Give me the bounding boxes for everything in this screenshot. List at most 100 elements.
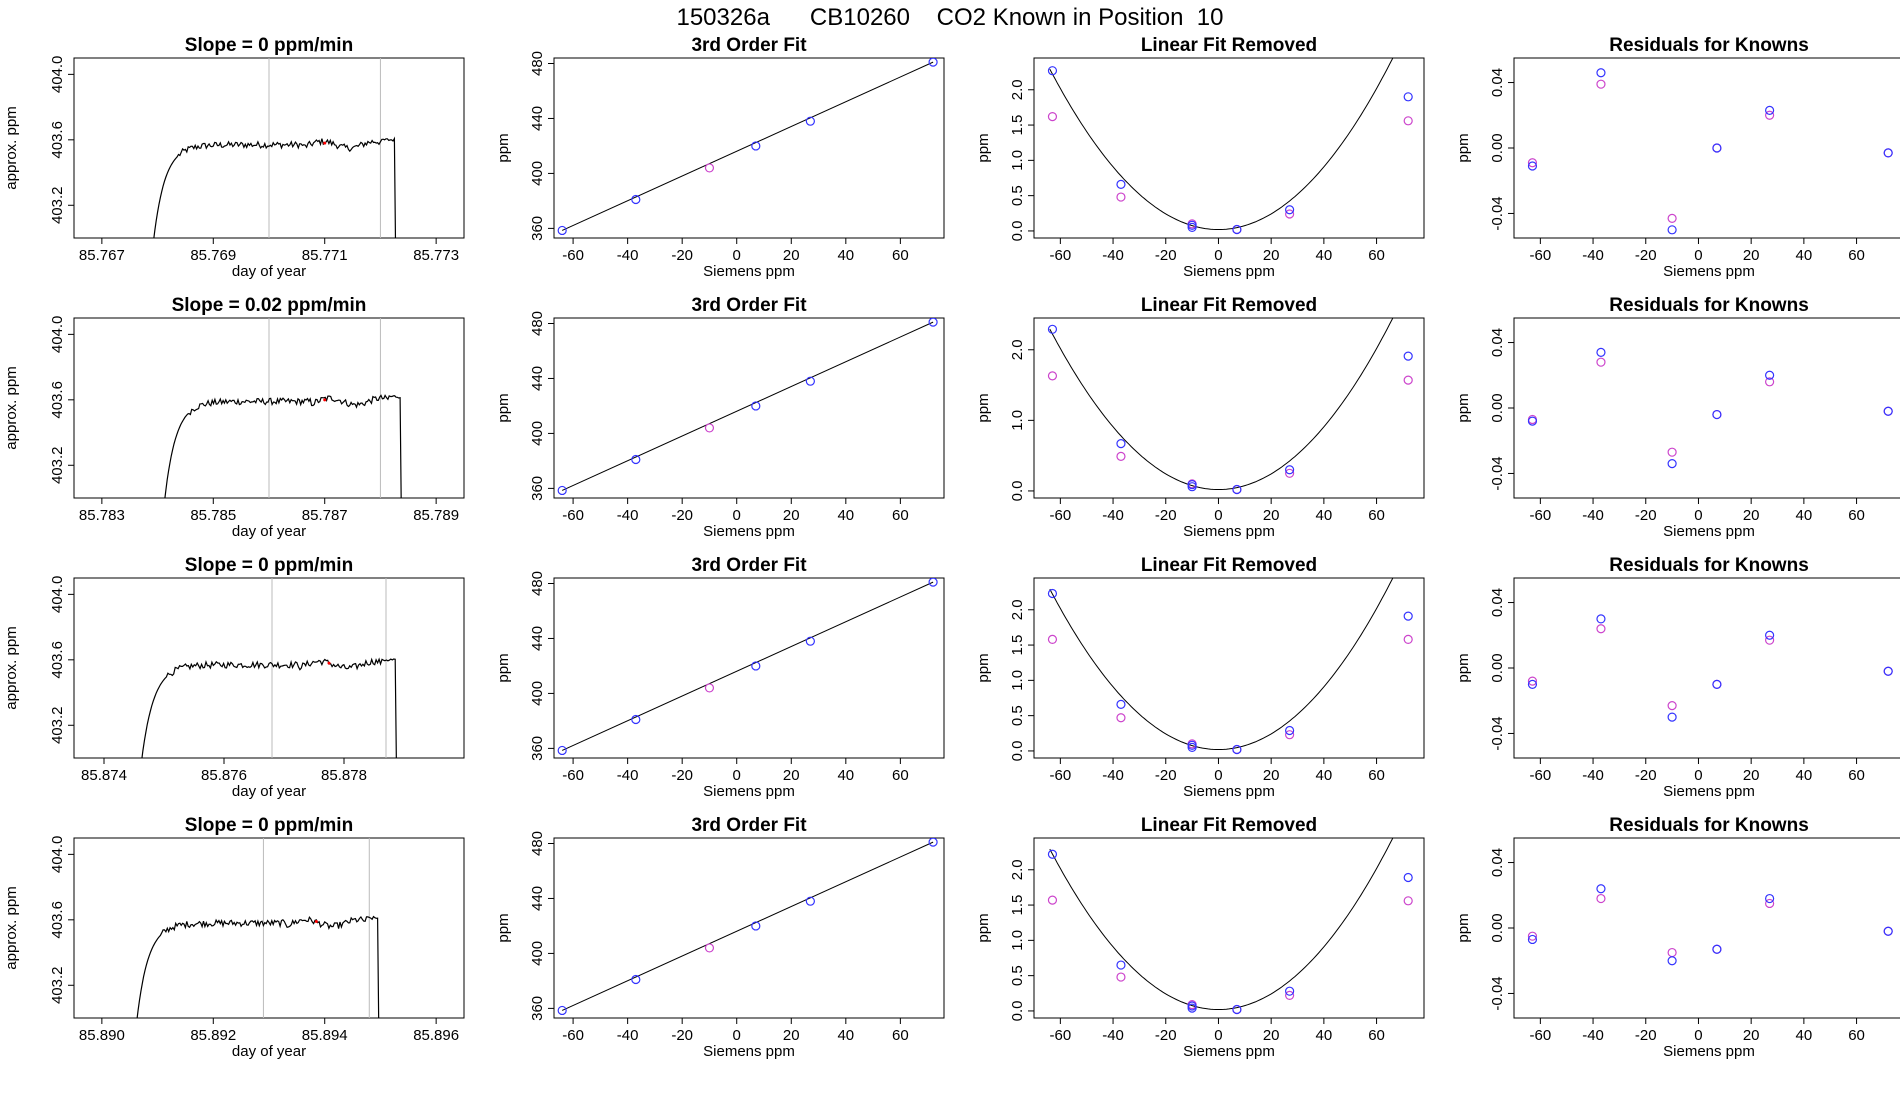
x-axis-label: day of year	[232, 1043, 306, 1060]
magenta-point	[1047, 111, 1058, 122]
panel-r3-c4: Residuals for Knowns -60 -40 -20 0 20 40 60 -0.0…	[1455, 555, 1900, 800]
y-tick-label: 0.04	[1489, 328, 1506, 357]
x-axis-label: Siemens ppm	[1663, 263, 1755, 280]
y-tick-label: 404.0	[49, 316, 66, 354]
x-tick-label: -60	[1530, 1027, 1552, 1044]
x-tick-label: -40	[1582, 767, 1604, 784]
x-tick-label: 40	[837, 247, 854, 264]
blue-point	[1116, 439, 1126, 449]
blue-point	[1883, 666, 1893, 676]
panel-title: 3rd Order Fit	[691, 35, 807, 56]
panel-title: Residuals for Knowns	[1609, 815, 1809, 836]
panel-title: Residuals for Knowns	[1609, 555, 1809, 576]
blue-point	[1285, 986, 1295, 996]
fit-line	[561, 61, 934, 231]
x-tick-label: 85.878	[321, 767, 367, 784]
magenta-point	[1765, 377, 1775, 387]
x-tick-label: 0	[733, 1027, 741, 1044]
fit-curve	[1049, 578, 1394, 750]
y-axis-label: approx. ppm	[3, 626, 20, 709]
x-tick-label: 85.892	[190, 1027, 236, 1044]
plot-frame	[1513, 317, 1900, 499]
panel-title: 3rd Order Fit	[691, 815, 807, 836]
x-tick-label: 20	[783, 1027, 800, 1044]
y-tick-label: 403.6	[49, 381, 66, 419]
y-tick-label: 360	[529, 736, 546, 761]
x-tick-label: -20	[1635, 507, 1657, 524]
x-axis-label: Siemens ppm	[1663, 1043, 1755, 1060]
y-tick-label: 480	[529, 831, 546, 856]
blue-point	[1712, 944, 1722, 954]
y-tick-label: 403.6	[49, 641, 66, 679]
panel-r3-c1: Slope = 0 ppm/min 85.874 85.876 85.878 403.2…	[3, 555, 465, 800]
x-tick-label: -60	[562, 1027, 584, 1044]
blue-point	[1285, 725, 1295, 736]
y-tick-label: 400	[529, 161, 546, 186]
x-axis-label: Siemens ppm	[1183, 523, 1275, 540]
magenta-point	[1116, 713, 1126, 723]
y-axis-label: approx. ppm	[3, 366, 20, 449]
x-tick-label: 60	[892, 507, 909, 524]
panel-r1-c3: Linear Fit Removed -60 -40 -20 0 20 40 60 0.0 0.5…	[975, 35, 1425, 280]
x-axis-label: Siemens ppm	[1663, 523, 1755, 540]
blue-point	[1232, 484, 1242, 495]
plot-area	[557, 58, 938, 236]
x-tick-label: 40	[1796, 247, 1813, 264]
blue-point	[1187, 482, 1197, 492]
magenta-point	[1116, 972, 1126, 982]
x-tick-label: -20	[1155, 1027, 1177, 1044]
y-tick-label: 403.2	[49, 446, 66, 484]
blue-point	[751, 401, 761, 411]
magenta-point	[1667, 701, 1677, 711]
x-axis-label: Siemens ppm	[1183, 783, 1275, 800]
plot-area	[153, 58, 397, 238]
y-tick-label: 0.5	[1009, 705, 1026, 726]
x-tick-label: 85.787	[302, 507, 348, 524]
trace-line	[136, 915, 380, 1018]
blue-point	[1047, 588, 1058, 599]
panel-r4-c1: Slope = 0 ppm/min 85.890 85.892 85.894 85.89…	[3, 815, 465, 1060]
blue-point	[1403, 92, 1413, 102]
x-tick-label: 40	[1796, 507, 1813, 524]
blue-point	[1285, 465, 1295, 475]
x-tick-label: 60	[1848, 247, 1865, 264]
panel-title: Slope = 0 ppm/min	[185, 35, 353, 56]
magenta-point	[1667, 947, 1677, 958]
window-mean-point	[314, 919, 318, 923]
blue-point	[805, 896, 815, 906]
blue-point	[631, 454, 641, 465]
blue-point	[1667, 459, 1677, 469]
panel-title: Slope = 0 ppm/min	[185, 555, 353, 576]
magenta-point	[1285, 730, 1295, 740]
blue-point	[1527, 679, 1538, 689]
trace-line	[141, 657, 397, 758]
y-tick-label: 440	[529, 886, 546, 911]
magenta-point	[1596, 357, 1606, 367]
panel-title: Residuals for Knowns	[1609, 35, 1809, 56]
y-tick-label: 2.0	[1009, 859, 1026, 880]
blue-point	[805, 376, 815, 386]
magenta-point	[1116, 451, 1126, 461]
x-axis-label: Siemens ppm	[703, 523, 795, 540]
y-tick-label: 0.0	[1009, 481, 1026, 502]
y-tick-label: 403.6	[49, 121, 66, 159]
y-tick-label: 0.0	[1009, 1001, 1026, 1022]
fit-line	[561, 581, 934, 751]
x-tick-label: -60	[1530, 507, 1552, 524]
x-tick-label: 85.771	[302, 247, 348, 264]
y-tick-label: 480	[529, 571, 546, 596]
blue-point	[1116, 179, 1126, 189]
x-tick-label: -40	[1102, 507, 1124, 524]
x-tick-label: 20	[783, 247, 800, 264]
blue-point	[1712, 143, 1722, 153]
x-tick-label: 60	[1368, 767, 1385, 784]
y-tick-label: 400	[529, 941, 546, 966]
x-tick-label: -20	[1155, 507, 1177, 524]
x-tick-label: 0	[1214, 1027, 1222, 1044]
blue-point	[1765, 630, 1775, 640]
magenta-point	[704, 683, 715, 693]
x-axis-label: Siemens ppm	[1183, 263, 1275, 280]
magenta-point	[704, 423, 715, 433]
magenta-point	[1765, 110, 1775, 120]
y-tick-label: 0.04	[1489, 68, 1506, 97]
